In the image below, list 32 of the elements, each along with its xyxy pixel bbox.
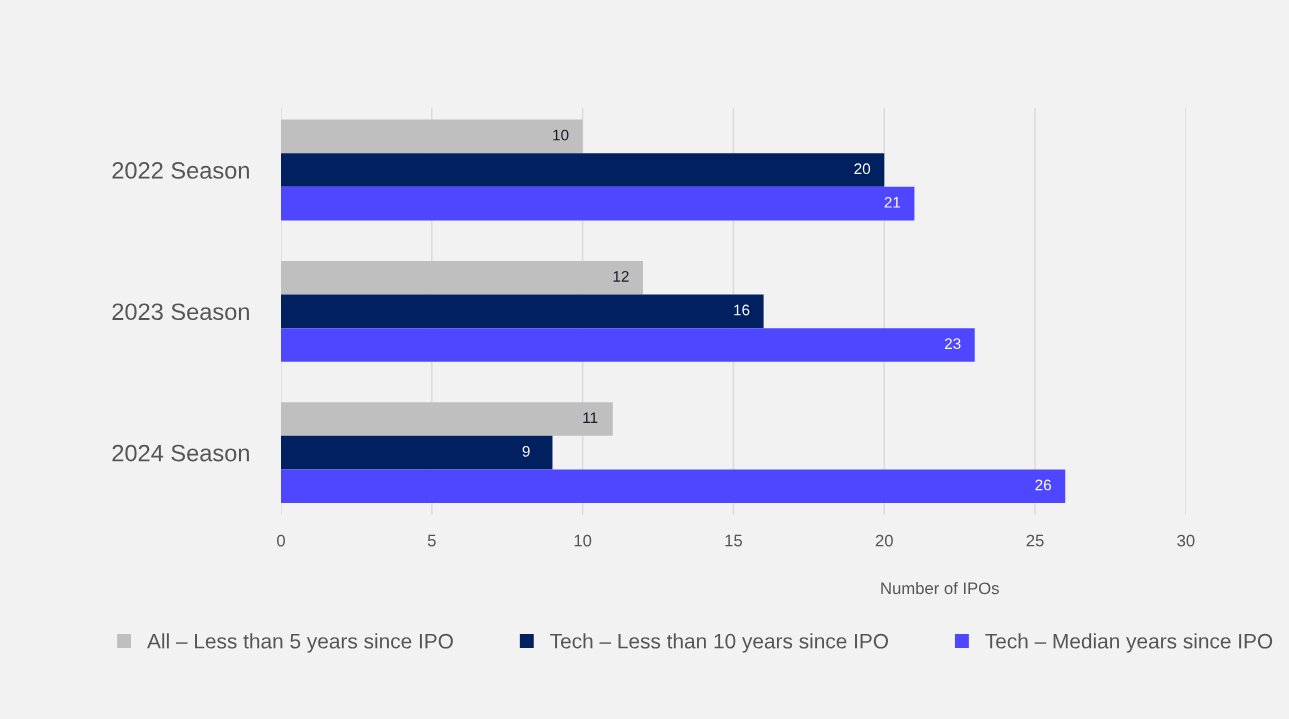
x-tick-label: 25	[1026, 534, 1044, 547]
y-tick-label: 2022 Season	[112, 162, 249, 179]
data-label: 9	[522, 445, 530, 457]
legend-label: Tech – Less than 10 years since IPO	[550, 633, 889, 653]
bar	[281, 186, 915, 221]
data-label: 21	[884, 196, 901, 208]
data-label: 20	[854, 163, 871, 175]
legend-label: All – Less than 5 years since IPO	[147, 633, 453, 653]
bar	[281, 153, 885, 187]
x-tick-label: 20	[875, 534, 893, 547]
bar	[281, 469, 1066, 504]
data-label: 23	[944, 338, 961, 350]
data-label: 26	[1035, 479, 1051, 491]
data-label: 10	[553, 129, 569, 141]
x-tick-label: 5	[427, 534, 436, 547]
bar	[281, 435, 553, 470]
x-tick-label: 30	[1177, 534, 1195, 547]
legend-label: Tech – Median years since IPO	[985, 633, 1273, 653]
bar	[281, 294, 764, 329]
data-label: 12	[613, 270, 629, 282]
data-label: 16	[734, 304, 750, 316]
y-tick-label: 2024 Season	[112, 444, 249, 462]
data-label: 11	[583, 412, 598, 423]
bar	[281, 260, 643, 295]
bar	[281, 328, 975, 362]
x-tick-label: 15	[725, 534, 743, 547]
bar	[281, 119, 583, 154]
x-tick-label: 10	[574, 534, 592, 547]
bar	[281, 402, 613, 436]
y-tick-label: 2023 Season	[112, 303, 249, 321]
x-tick-label: 0	[277, 534, 285, 547]
x-axis-title: Number of IPOs	[881, 581, 999, 595]
